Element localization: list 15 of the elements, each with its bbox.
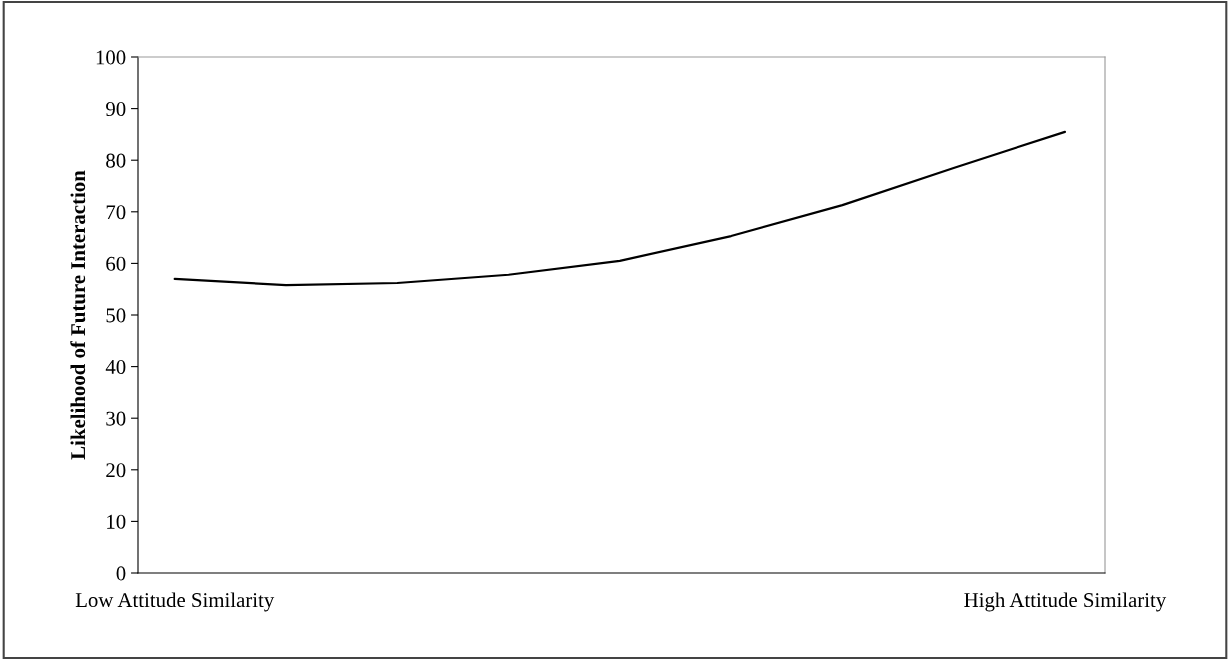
x-tick-label: Low Attitude Similarity bbox=[75, 592, 275, 612]
y-tick-label: 60 bbox=[106, 256, 126, 271]
y-tick-label: 40 bbox=[105, 359, 126, 375]
y-tick-label: 0 bbox=[116, 566, 126, 581]
y-tick-label: 100 bbox=[96, 50, 126, 65]
y-tick-label: 70 bbox=[106, 205, 126, 220]
x-tick-label: High Attitude Similarity bbox=[964, 592, 1167, 612]
line-series bbox=[173, 130, 1067, 287]
y-tick-label: 10 bbox=[107, 514, 126, 529]
y-tick-label: 20 bbox=[106, 463, 126, 478]
y-tick-label: 80 bbox=[106, 153, 126, 168]
y-tick-label: 50 bbox=[106, 308, 126, 323]
y-tick-label: 30 bbox=[106, 411, 126, 426]
y-tick-label: 90 bbox=[106, 101, 126, 117]
y-axis-title: Likelihood of Future Interaction bbox=[70, 170, 86, 460]
